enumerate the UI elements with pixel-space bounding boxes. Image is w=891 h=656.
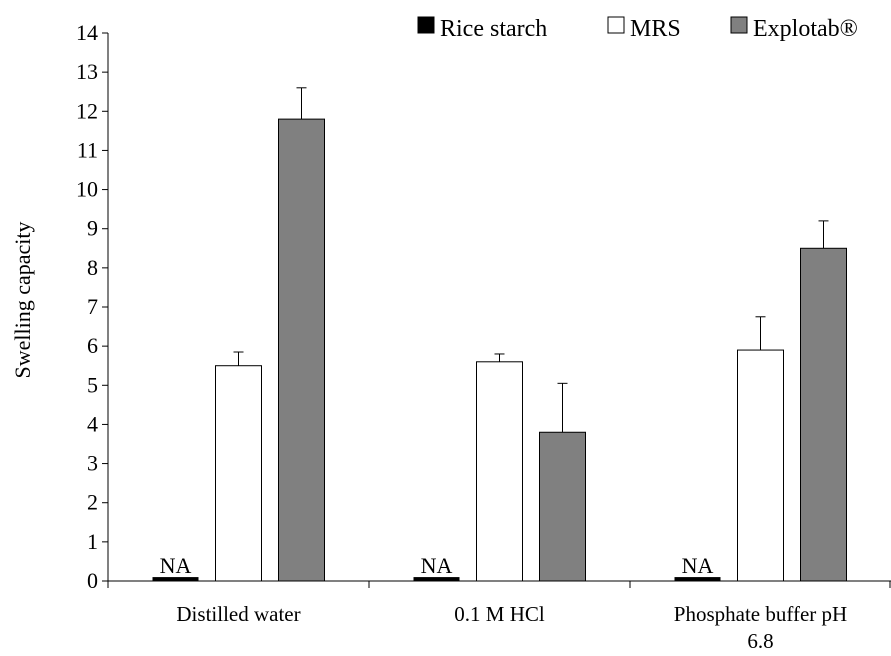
y-tick-label: 1 <box>87 529 98 554</box>
y-tick-label: 3 <box>87 451 98 476</box>
y-tick-label: 2 <box>87 490 98 515</box>
y-axis-label: Swelling capacity <box>10 221 35 378</box>
bar <box>539 431 586 582</box>
data-label-na: NA <box>682 553 714 578</box>
bar <box>152 577 199 581</box>
bars <box>152 118 847 582</box>
y-tick-label: 11 <box>77 137 98 162</box>
legend-label: Rice starch <box>440 16 547 42</box>
y-tick-label: 8 <box>87 255 98 280</box>
x-axis <box>107 580 891 588</box>
bar <box>674 577 721 581</box>
category-label: 0.1 M HCl <box>454 602 545 626</box>
error-bars <box>233 87 829 433</box>
legend-label: MRS <box>630 16 681 42</box>
data-label-na: NA <box>421 553 453 578</box>
y-tick-label: 0 <box>87 568 98 593</box>
category-label: 6.8 <box>747 629 773 653</box>
category-label: Phosphate buffer pH <box>674 602 847 626</box>
y-tick-label: 13 <box>76 59 98 84</box>
bar <box>278 118 325 582</box>
bar <box>476 361 523 582</box>
bar <box>215 365 262 582</box>
bar <box>737 349 784 582</box>
bar <box>800 247 847 582</box>
y-tick-label: 5 <box>87 372 98 397</box>
y-tick-label: 9 <box>87 216 98 241</box>
data-label-na: NA <box>160 553 192 578</box>
y-tick-label: 12 <box>76 98 98 123</box>
legend-swatch <box>417 16 435 34</box>
y-tick-label: 7 <box>87 294 98 319</box>
legend: Rice starch MRS Explotab® <box>417 16 858 42</box>
legend-swatch <box>730 16 748 34</box>
legend-swatch <box>607 16 625 34</box>
y-tick-label: 14 <box>76 20 98 45</box>
y-tick-label: 4 <box>87 411 98 436</box>
category-labels: Distilled water 0.1 M HCl Phosphate buffer… <box>176 602 847 653</box>
category-label: Distilled water <box>176 602 300 626</box>
legend-label: Explotab® <box>753 16 858 42</box>
y-tick-label: 6 <box>87 333 98 358</box>
bar-labels: NA NA NA <box>160 553 714 578</box>
bar <box>413 577 460 581</box>
y-tick-label: 10 <box>76 177 98 202</box>
